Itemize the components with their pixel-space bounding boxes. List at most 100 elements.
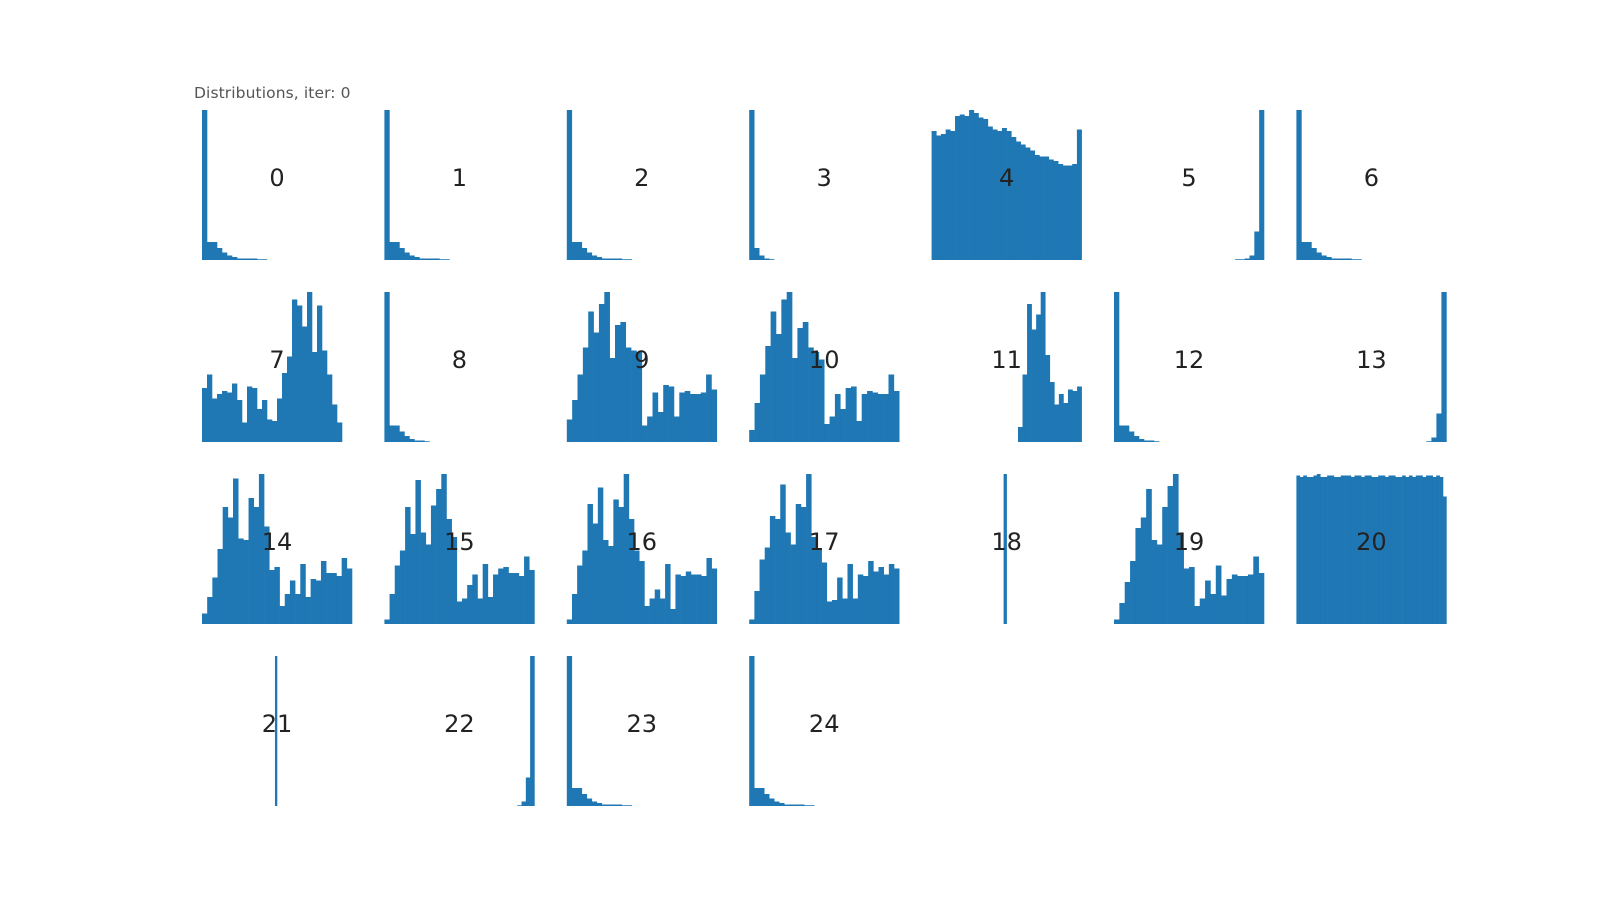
histogram-bar [1210, 594, 1217, 624]
histogram-bar [1072, 391, 1078, 442]
panel-label: 5 [1181, 164, 1196, 192]
histogram-bar [1226, 579, 1233, 624]
histogram-bar [274, 567, 280, 624]
histogram-bar [1067, 389, 1073, 442]
histogram-bar [588, 311, 594, 442]
histogram-bar [571, 242, 578, 260]
histogram-bar [950, 131, 956, 260]
histogram-bar [576, 788, 583, 806]
histogram-bar [267, 419, 273, 442]
histogram-bar [315, 580, 322, 624]
histogram-bar [883, 574, 890, 624]
histogram-bar [649, 598, 656, 624]
histogram-bar [441, 474, 447, 624]
histogram-bar [668, 386, 675, 442]
histogram-bar [1321, 255, 1327, 260]
histogram-bar [821, 562, 828, 624]
histogram-bar [616, 804, 623, 806]
histogram-bar [1167, 486, 1174, 624]
histogram-bar [227, 517, 234, 624]
histogram-bar [1234, 259, 1241, 260]
histogram-panel-18: 18 [991, 474, 1022, 624]
histogram-bar [603, 540, 609, 624]
histogram-bar [577, 565, 583, 624]
histogram-bar [1333, 477, 1338, 624]
histogram-bar [295, 594, 301, 624]
histogram-bar [780, 484, 786, 624]
histogram-bar [764, 794, 770, 806]
histogram-bar [317, 305, 323, 442]
histogram-bar [1156, 544, 1163, 624]
histogram-bar [1077, 386, 1082, 442]
histogram-bar [1027, 304, 1032, 442]
histogram-bar [248, 498, 255, 624]
histogram-bar [759, 374, 766, 442]
histogram-bar [482, 564, 489, 624]
histogram-panel-8: 8 [384, 292, 467, 442]
histogram-bar [529, 570, 535, 624]
histogram-bar [837, 577, 843, 624]
histogram-bar [596, 803, 603, 806]
histogram-bar [591, 801, 598, 806]
histogram-bar [639, 561, 645, 624]
histogram-bar [1062, 165, 1068, 260]
histogram-bar [1299, 477, 1304, 624]
histogram-bar [1058, 394, 1064, 442]
panel-label: 15 [444, 528, 475, 556]
histogram-bar [305, 597, 311, 624]
histogram-bar [706, 374, 712, 442]
histogram-bar [1231, 574, 1238, 624]
histogram-bar [300, 564, 306, 624]
histogram-bar [518, 576, 525, 624]
histogram-bar [274, 656, 278, 806]
histogram-bar [1205, 580, 1211, 624]
panel-label: 22 [444, 710, 475, 738]
histogram-bar [1215, 565, 1222, 624]
histogram-bar [1398, 477, 1403, 624]
histogram-bar [940, 134, 946, 260]
histogram-bar [1063, 403, 1069, 442]
histogram-bar [1076, 129, 1082, 260]
histogram-bar [1311, 248, 1317, 260]
histogram-bar [1146, 489, 1152, 624]
histogram-bar [517, 805, 522, 806]
histogram-bar [1395, 477, 1399, 624]
histogram-bar [1356, 259, 1362, 260]
histogram-bar [626, 259, 633, 260]
histogram-bar [775, 519, 781, 624]
histogram-bar [346, 568, 353, 624]
histogram-bar [571, 594, 578, 624]
histogram-bar [258, 474, 265, 624]
histogram-bar [652, 392, 659, 442]
panel-label: 3 [817, 164, 832, 192]
histogram-bar [277, 398, 283, 442]
histogram-bar [850, 386, 857, 442]
histogram-bar [1439, 477, 1444, 624]
histogram-bar [487, 597, 494, 624]
histogram-bar [1422, 477, 1427, 624]
histogram-bar [818, 359, 825, 442]
histogram-bar [597, 487, 604, 624]
histogram-bar [749, 110, 755, 260]
histogram-bar [888, 374, 895, 442]
histogram-bar [1425, 475, 1430, 624]
histogram-bar [1140, 517, 1147, 624]
histogram-bar [1374, 477, 1379, 624]
histogram-bar [202, 388, 208, 442]
histogram-bar [1003, 474, 1007, 624]
histogram-bar [769, 516, 776, 624]
histogram-bar [530, 656, 535, 806]
histogram-bar [1030, 150, 1036, 260]
histogram-bar [1402, 475, 1406, 624]
histogram-bar [769, 798, 775, 806]
histogram-bar [1306, 242, 1312, 260]
histogram-bar [877, 394, 884, 442]
figure-title: Distributions, iter: 0 [194, 84, 351, 102]
histogram-bar [797, 328, 804, 442]
histogram-panel-14: 14 [202, 474, 353, 624]
histogram-bar [659, 598, 666, 624]
histogram-bar [207, 242, 213, 260]
histogram-bar [675, 574, 681, 624]
histogram-bar [1253, 556, 1259, 624]
